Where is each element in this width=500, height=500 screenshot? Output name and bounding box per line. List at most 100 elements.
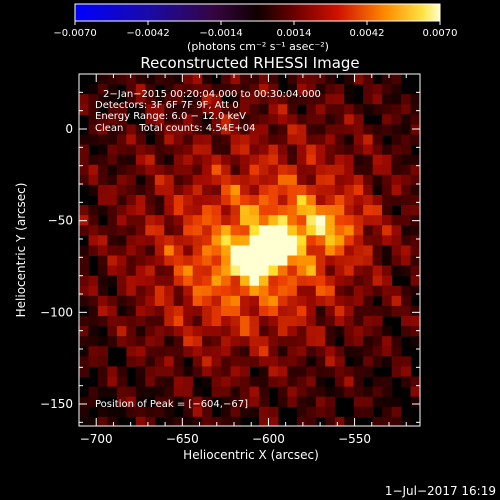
- heatmap-cell: [211, 386, 222, 398]
- heatmap-cell: [230, 144, 241, 156]
- heatmap-cell: [353, 144, 364, 156]
- heatmap-cell: [126, 225, 137, 236]
- heatmap-cell: [154, 245, 165, 257]
- heatmap-cell: [306, 356, 317, 368]
- heatmap-cell: [97, 386, 109, 398]
- heatmap-cell: [410, 265, 420, 277]
- heatmap-cell: [79, 416, 90, 426]
- heatmap-cell: [287, 295, 298, 307]
- heatmap-cell: [382, 215, 393, 226]
- heatmap-cell: [258, 164, 270, 176]
- heatmap-cell: [287, 144, 298, 156]
- heatmap-cell: [116, 205, 127, 216]
- heatmap-cell: [145, 195, 156, 206]
- heatmap-cell: [277, 205, 288, 216]
- heatmap-cell: [211, 94, 222, 105]
- heatmap-cell: [382, 255, 393, 267]
- heatmap-cell: [353, 184, 364, 196]
- heatmap-cell: [353, 396, 364, 408]
- heatmap-cell: [173, 124, 184, 136]
- heatmap-cell: [315, 386, 326, 398]
- heatmap-cell: [211, 285, 222, 297]
- heatmap-cell: [183, 326, 194, 337]
- heatmap-cell: [353, 154, 364, 166]
- heatmap-cell: [79, 346, 90, 357]
- heatmap-cell: [116, 336, 127, 347]
- heatmap-cell: [258, 134, 270, 146]
- heatmap-cell: [211, 275, 222, 287]
- heatmap-cell: [258, 275, 270, 287]
- heatmap-cell: [126, 336, 137, 347]
- heatmap-cell: [135, 215, 146, 226]
- heatmap-cell: [268, 346, 279, 357]
- heatmap-cell: [88, 346, 99, 357]
- colorbar-tick-label: 0.0014: [277, 28, 312, 39]
- heatmap-cell: [315, 174, 326, 186]
- heatmap-cell: [344, 346, 355, 357]
- heatmap-cell: [344, 124, 355, 136]
- heatmap-cell: [154, 134, 165, 146]
- heatmap-cell: [97, 164, 109, 176]
- heatmap-cell: [88, 134, 99, 146]
- heatmap-cell: [277, 386, 288, 398]
- heatmap-cell: [88, 154, 99, 166]
- heatmap-cell: [249, 195, 260, 206]
- heatmap-cell: [334, 356, 345, 368]
- heatmap-cell: [258, 326, 270, 337]
- heatmap-cell: [116, 326, 127, 337]
- heatmap-cell: [382, 235, 393, 247]
- heatmap-cell: [363, 396, 374, 408]
- heatmap-cell: [401, 164, 412, 176]
- heatmap-cell: [268, 205, 279, 216]
- heatmap-cell: [401, 205, 412, 216]
- heatmap-cell: [296, 356, 307, 368]
- heatmap-cell: [192, 104, 203, 115]
- heatmap-cell: [249, 134, 260, 146]
- heatmap-cell: [107, 104, 118, 115]
- heatmap-cell: [116, 215, 127, 226]
- heatmap-cell: [249, 144, 260, 156]
- heatmap-cell: [363, 134, 374, 146]
- heatmap-cell: [268, 366, 279, 378]
- heatmap-cell: [277, 215, 288, 226]
- heatmap-cell: [353, 406, 364, 418]
- heatmap-cell: [353, 225, 364, 236]
- heatmap-cell: [296, 346, 307, 357]
- heatmap-cell: [202, 416, 213, 426]
- heatmap-cell: [353, 215, 364, 226]
- heatmap-cell: [391, 255, 402, 267]
- heatmap-cell: [287, 366, 298, 378]
- heatmap-cell: [344, 164, 355, 176]
- heatmap-cell: [116, 164, 127, 176]
- heatmap-cell: [372, 346, 383, 357]
- heatmap-cell: [135, 326, 146, 337]
- heatmap-cell: [353, 205, 364, 216]
- heatmap-cell: [135, 285, 146, 297]
- heatmap-cell: [410, 195, 420, 206]
- heatmap-cell: [164, 366, 175, 378]
- heatmap-cell: [268, 144, 279, 156]
- heatmap-cell: [258, 416, 270, 426]
- heatmap-cell: [240, 295, 251, 307]
- heatmap-cell: [363, 74, 374, 85]
- heatmap-cell: [164, 295, 175, 307]
- heatmap-cell: [296, 134, 307, 146]
- heatmap-cell: [249, 74, 260, 85]
- heatmap-cell: [88, 104, 99, 115]
- heatmap-cell: [230, 245, 241, 257]
- heatmap-cell: [221, 174, 232, 186]
- heatmap-cell: [268, 356, 279, 368]
- heatmap-cell: [154, 174, 165, 186]
- heatmap-cell: [230, 184, 241, 196]
- heatmap-cell: [268, 416, 279, 426]
- heatmap-cell: [88, 386, 99, 398]
- heatmap-cell: [372, 94, 383, 105]
- heatmap-cell: [126, 305, 137, 317]
- heatmap-cell: [268, 255, 279, 267]
- heatmap-cell: [221, 245, 232, 257]
- heatmap-cell: [164, 114, 175, 126]
- heatmap-cell: [145, 366, 156, 378]
- heatmap-cell: [287, 265, 298, 277]
- heatmap-cell: [97, 124, 109, 136]
- heatmap-cell: [258, 84, 270, 95]
